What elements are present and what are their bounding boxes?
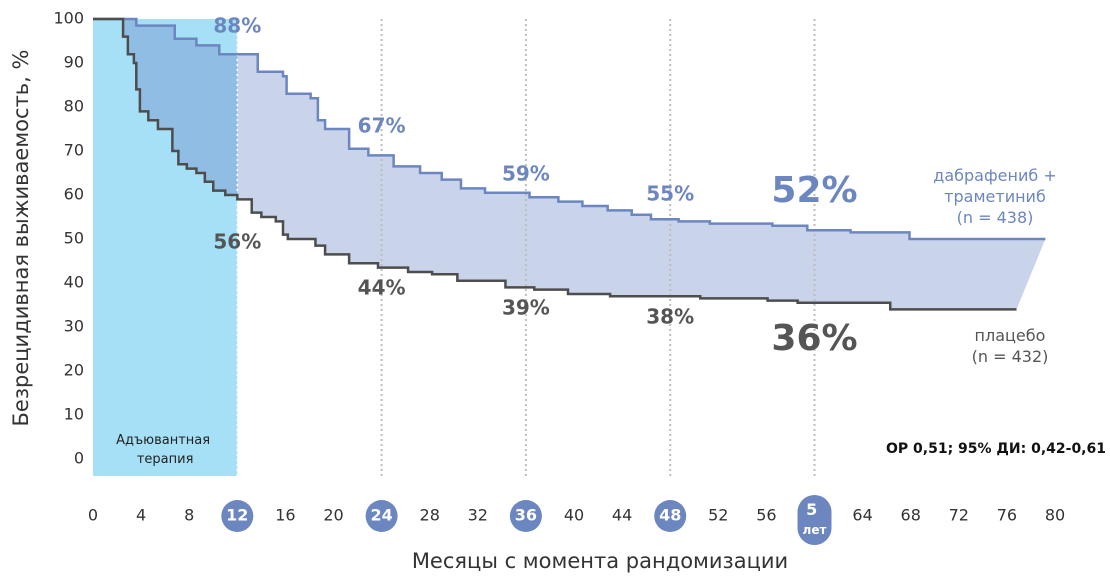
- x-tick-label: 5 лет: [803, 500, 827, 537]
- y-tick-label: 70: [64, 141, 84, 160]
- rate-annotation: 36%: [771, 318, 857, 359]
- x-tick-label: 76: [997, 506, 1017, 525]
- adjuvant-label: Адъювантная терапия: [116, 433, 214, 467]
- km-curve: [93, 17, 1046, 241]
- highlight-tick-badge: [797, 495, 832, 545]
- x-tick-label: 64: [852, 506, 872, 525]
- hazard-ratio-note: ОР 0,51; 95% ДИ: 0,42-0,61: [886, 441, 1106, 457]
- highlight-tick-badge: [654, 500, 687, 532]
- x-tick-label: 68: [901, 506, 921, 525]
- series-label: дабрафениб + траметиниб (n = 438): [928, 165, 1062, 228]
- rate-annotation: 56%: [213, 230, 261, 254]
- rate-annotation: 88%: [213, 14, 261, 38]
- x-tick-label: 4: [136, 506, 146, 525]
- between-area: [93, 19, 1046, 310]
- y-tick-label: 40: [64, 273, 84, 292]
- rate-annotation: 38%: [646, 305, 694, 329]
- x-tick-label: 24: [370, 506, 392, 525]
- highlight-tick-badge: [365, 500, 398, 532]
- y-tick-label: 30: [64, 317, 84, 336]
- y-tick-label: 50: [64, 229, 84, 248]
- legend-n: (n = 432): [971, 347, 1049, 366]
- legend-name: плацебо: [974, 326, 1046, 345]
- y-tick-label: 0: [74, 449, 84, 468]
- x-tick-label: 28: [420, 506, 440, 525]
- rate-annotation: 44%: [358, 276, 406, 300]
- y-tick-label: 20: [64, 361, 84, 380]
- legend-name: дабрафениб + траметиниб: [933, 166, 1057, 206]
- x-axis-label: Месяцы с момента рандомизации: [412, 549, 788, 573]
- x-tick-label: 40: [564, 506, 584, 525]
- highlight-tick-badge: [221, 500, 254, 532]
- x-tick-label: 20: [323, 506, 343, 525]
- x-tick-label: 12: [226, 506, 248, 525]
- y-tick-label: 80: [64, 97, 84, 116]
- rate-annotation: 59%: [502, 162, 550, 186]
- between-area-adjuvant: [93, 19, 238, 200]
- y-tick-label: 10: [64, 405, 84, 424]
- rate-annotation: 52%: [771, 170, 857, 211]
- x-tick-label: 56: [756, 506, 776, 525]
- x-tick-label: 32: [468, 506, 488, 525]
- rate-annotation: 67%: [358, 114, 406, 138]
- x-tick-label: 80: [1045, 506, 1065, 525]
- y-tick-label: 90: [64, 53, 84, 72]
- x-tick-label: 36: [515, 506, 537, 525]
- x-tick-label: 48: [659, 506, 681, 525]
- legend-n: (n = 438): [956, 208, 1034, 227]
- y-tick-label: 60: [64, 185, 84, 204]
- x-tick-label: 72: [949, 506, 969, 525]
- x-tick-label: 8: [184, 506, 194, 525]
- x-tick-label: 16: [275, 506, 295, 525]
- x-tick-label: 0: [88, 506, 98, 525]
- highlight-tick-badge: [509, 500, 542, 532]
- rate-annotation: 55%: [646, 182, 694, 206]
- km-curve: [93, 17, 1017, 311]
- x-tick-label: 52: [708, 506, 728, 525]
- y-tick-label: 100: [53, 9, 84, 28]
- rate-annotation: 39%: [502, 296, 550, 320]
- series-label: плацебо (n = 432): [943, 325, 1077, 367]
- x-tick-label: 44: [612, 506, 632, 525]
- y-axis-label: Безрецидивная выживаемость, %: [9, 50, 33, 427]
